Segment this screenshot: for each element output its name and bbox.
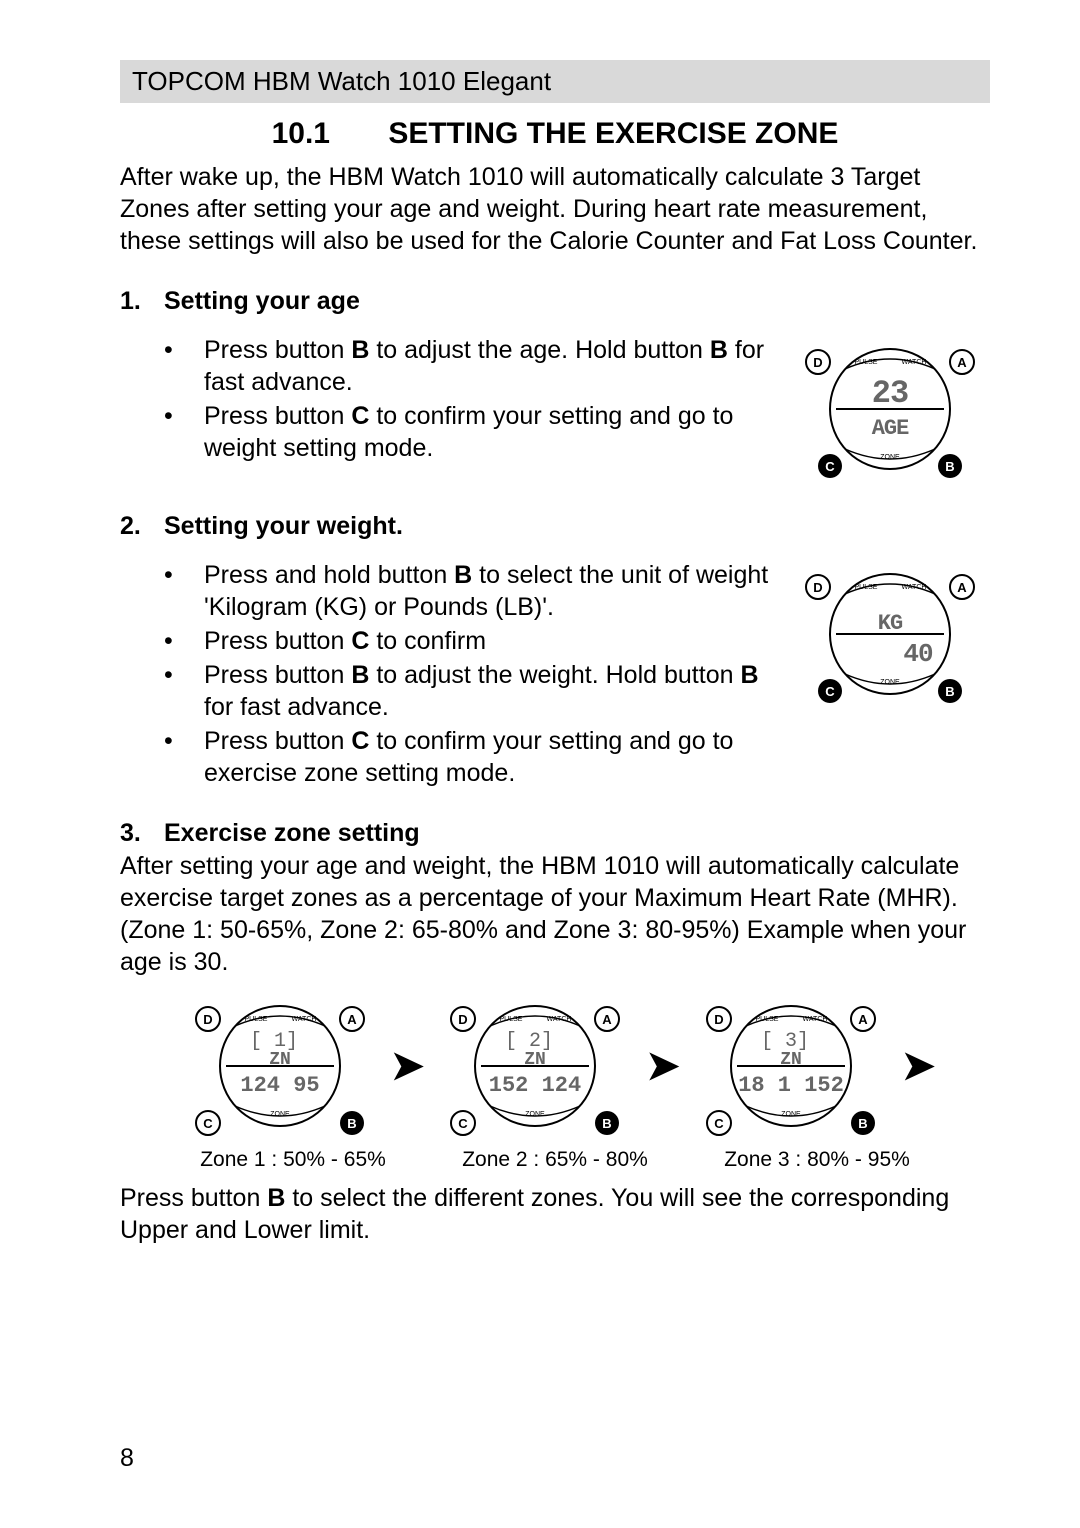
bullet-item: Press button C to confirm <box>164 625 770 657</box>
svg-text:WATCH: WATCH <box>802 1016 827 1023</box>
bullet-item: Press button B to adjust the weight. Hol… <box>164 659 770 723</box>
subhead-2: 2. Setting your weight. <box>120 512 990 541</box>
svg-text:WATCH: WATCH <box>547 1016 572 1023</box>
svg-text:124 95: 124 95 <box>240 1073 319 1098</box>
svg-text:B: B <box>945 459 954 474</box>
svg-text:KG: KG <box>878 611 903 636</box>
svg-text:PULSE: PULSE <box>755 1016 778 1023</box>
sub3-para: After setting your age and weight, the H… <box>120 850 990 978</box>
svg-text:WATCH: WATCH <box>902 359 927 366</box>
subhead-1: 1. Setting your age <box>120 287 990 316</box>
zone-labels: Zone 1 : 50% - 65% Zone 2 : 65% - 80% Zo… <box>120 1148 990 1172</box>
svg-text:D: D <box>813 355 822 370</box>
svg-text:A: A <box>603 1012 613 1027</box>
watch-illustration-age: 23 AGE PULSE WATCH ZONE D A C B <box>790 334 990 484</box>
svg-text:PULSE: PULSE <box>244 1016 267 1023</box>
svg-text:40: 40 <box>903 639 933 669</box>
subhead-3: 3. Exercise zone setting <box>120 819 990 848</box>
svg-text:PULSE: PULSE <box>855 584 878 591</box>
watch-illustration-zone2: [ 2] ZN 152 124 PULSE WATCH ZONE D A C B <box>430 986 640 1146</box>
svg-text:A: A <box>957 580 967 595</box>
subhead-2-num: 2. <box>120 512 164 541</box>
svg-text:152 124: 152 124 <box>489 1073 581 1098</box>
bullets-1: Press button B to adjust the age. Hold b… <box>120 334 770 464</box>
svg-text:ZONE: ZONE <box>880 454 900 461</box>
svg-text:A: A <box>957 355 967 370</box>
zone3-label: Zone 3 : 80% - 95% <box>702 1148 932 1172</box>
closing-text: Press button B to select the different z… <box>120 1182 990 1246</box>
zone1-label: Zone 1 : 50% - 65% <box>178 1148 408 1172</box>
svg-text:D: D <box>459 1012 468 1027</box>
svg-text:ZONE: ZONE <box>270 1111 290 1118</box>
svg-text:ZN: ZN <box>780 1050 802 1070</box>
svg-text:B: B <box>858 1116 867 1131</box>
svg-text:WATCH: WATCH <box>291 1016 316 1023</box>
svg-text:18 1 152: 18 1 152 <box>738 1073 844 1098</box>
svg-text:AGE: AGE <box>872 416 909 441</box>
watch-illustration-weight: KG 40 PULSE WATCH ZONE D A C B <box>790 559 990 709</box>
svg-text:B: B <box>603 1116 612 1131</box>
svg-text:B: B <box>945 684 954 699</box>
svg-text:D: D <box>813 580 822 595</box>
svg-text:C: C <box>459 1116 469 1131</box>
svg-text:D: D <box>714 1012 723 1027</box>
section-title: 10.1 SETTING THE EXERCISE ZONE <box>120 117 990 151</box>
subhead-2-title: Setting your weight. <box>164 512 403 541</box>
svg-text:C: C <box>203 1116 213 1131</box>
arrow-icon: ➤ <box>902 1043 936 1089</box>
subhead-1-num: 1. <box>120 287 164 316</box>
svg-text:ZN: ZN <box>524 1050 546 1070</box>
zone-diagrams: [ 1] ZN 124 95 PULSE WATCH ZONE D A C B … <box>120 986 990 1146</box>
intro-text: After wake up, the HBM Watch 1010 will a… <box>120 161 990 257</box>
arrow-icon: ➤ <box>646 1043 680 1089</box>
subhead-3-title: Exercise zone setting <box>164 819 420 848</box>
bullet-item: Press button C to confirm your setting a… <box>164 725 770 789</box>
section-number: 10.1 <box>272 117 330 151</box>
page-number: 8 <box>120 1444 134 1473</box>
bullet-item: Press button C to confirm your setting a… <box>164 400 770 464</box>
svg-text:WATCH: WATCH <box>902 584 927 591</box>
bullet-item: Press button B to adjust the age. Hold b… <box>164 334 770 398</box>
bullet-item: Press and hold button B to select the un… <box>164 559 770 623</box>
bullets-2: Press and hold button B to select the un… <box>120 559 770 789</box>
watch-illustration-zone1: [ 1] ZN 124 95 PULSE WATCH ZONE D A C B <box>175 986 385 1146</box>
svg-text:B: B <box>347 1116 356 1131</box>
svg-text:ZN: ZN <box>269 1050 291 1070</box>
svg-text:A: A <box>347 1012 357 1027</box>
svg-text:C: C <box>825 684 835 699</box>
section-heading: SETTING THE EXERCISE ZONE <box>388 117 838 150</box>
header-bar: TOPCOM HBM Watch 1010 Elegant <box>120 60 990 103</box>
svg-text:C: C <box>825 459 835 474</box>
svg-text:ZONE: ZONE <box>781 1111 801 1118</box>
arrow-icon: ➤ <box>391 1043 425 1089</box>
svg-text:PULSE: PULSE <box>855 359 878 366</box>
svg-text:D: D <box>203 1012 212 1027</box>
svg-text:PULSE: PULSE <box>500 1016 523 1023</box>
svg-text:ZONE: ZONE <box>526 1111 546 1118</box>
svg-text:23: 23 <box>872 375 908 412</box>
subhead-3-num: 3. <box>120 819 164 848</box>
svg-text:A: A <box>858 1012 868 1027</box>
watch-illustration-zone3: [ 3] ZN 18 1 152 PULSE WATCH ZONE D A C … <box>686 986 896 1146</box>
svg-text:ZONE: ZONE <box>880 679 900 686</box>
subhead-1-title: Setting your age <box>164 287 360 316</box>
svg-text:C: C <box>714 1116 724 1131</box>
zone2-label: Zone 2 : 65% - 80% <box>440 1148 670 1172</box>
